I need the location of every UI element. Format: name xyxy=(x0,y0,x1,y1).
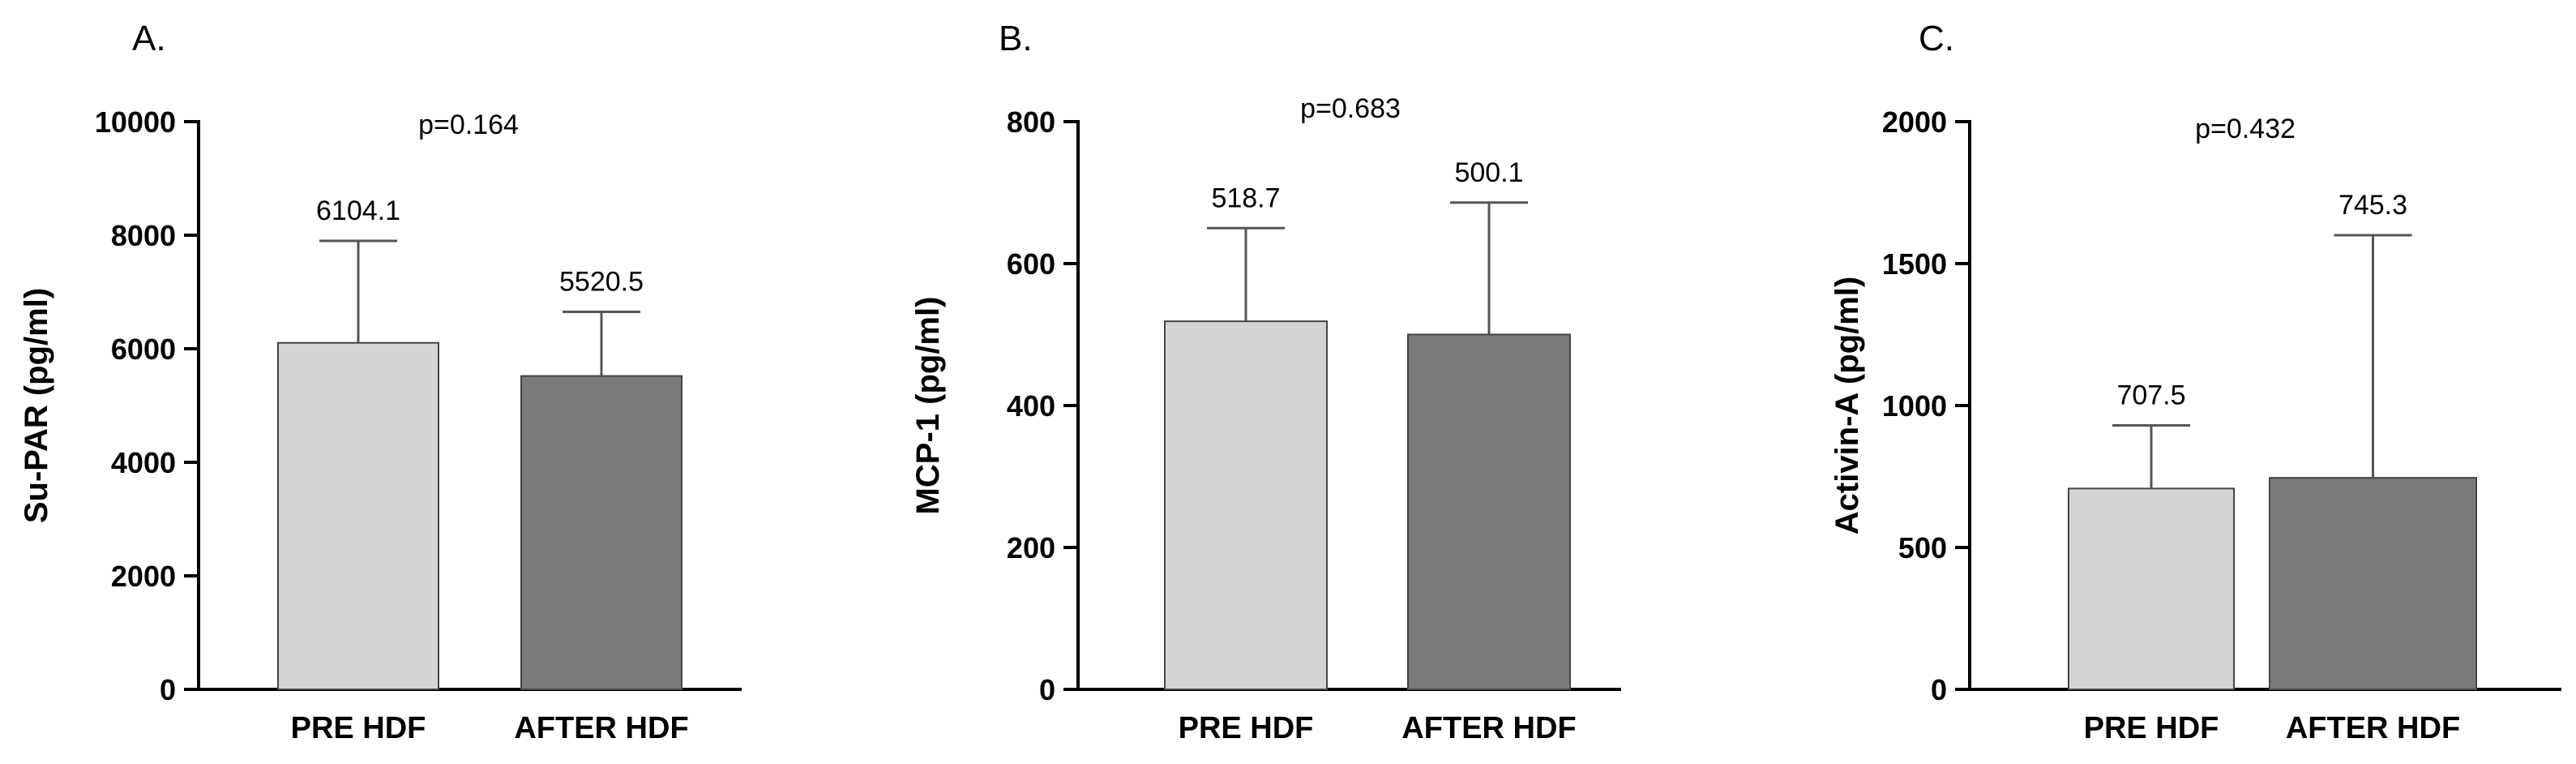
bar xyxy=(1407,333,1571,690)
bar xyxy=(1164,320,1328,690)
bar xyxy=(2068,487,2235,690)
y-tick-label: 200 xyxy=(1007,531,1055,564)
bar-value-label: 6104.1 xyxy=(316,195,400,226)
p-value-annotation: p=0.164 xyxy=(418,109,519,140)
category-label: AFTER HDF xyxy=(514,711,688,745)
category-label: PRE HDF xyxy=(291,711,426,745)
y-tick-label: 10000 xyxy=(95,105,176,139)
y-axis-title: Su-PAR (pg/ml) xyxy=(19,288,54,523)
y-tick-label: 600 xyxy=(1007,247,1055,281)
bar xyxy=(277,341,439,690)
y-tick-label: 6000 xyxy=(111,333,176,366)
panel-letter: C. xyxy=(1919,19,1954,58)
y-axis-title: MCP-1 (pg/ml) xyxy=(910,297,946,515)
p-value-annotation: p=0.683 xyxy=(1300,93,1401,124)
y-tick-label: 2000 xyxy=(1882,105,1947,139)
bar-value-label: 518.7 xyxy=(1211,182,1280,213)
y-tick-label: 800 xyxy=(1007,105,1055,139)
y-tick-label: 400 xyxy=(1007,389,1055,423)
y-tick-label: 1000 xyxy=(1882,389,1947,423)
category-label: PRE HDF xyxy=(1179,711,1314,745)
category-label: PRE HDF xyxy=(2084,711,2219,745)
bar-value-label: 707.5 xyxy=(2116,380,2185,411)
y-tick-label: 8000 xyxy=(111,219,176,252)
y-tick-label: 500 xyxy=(1898,531,1947,564)
y-tick-label: 0 xyxy=(160,673,176,706)
panel-letter: B. xyxy=(999,19,1033,58)
bar-value-label: 5520.5 xyxy=(559,267,644,298)
p-value-annotation: p=0.432 xyxy=(2195,114,2296,144)
y-tick-label: 4000 xyxy=(111,446,176,479)
bar-value-label: 745.3 xyxy=(2339,190,2407,221)
y-axis-title: Activin-A (pg/ml) xyxy=(1829,277,1865,535)
y-tick-label: 0 xyxy=(1931,673,1947,706)
panel-letter: A. xyxy=(132,19,166,58)
y-tick-label: 2000 xyxy=(111,560,176,593)
bar-value-label: 500.1 xyxy=(1454,157,1523,188)
bar xyxy=(2269,477,2477,691)
bar xyxy=(520,375,683,690)
category-label: AFTER HDF xyxy=(1401,711,1576,745)
y-tick-label: 0 xyxy=(1039,673,1055,706)
category-label: AFTER HDF xyxy=(2286,711,2460,745)
y-tick-label: 1500 xyxy=(1882,247,1947,281)
